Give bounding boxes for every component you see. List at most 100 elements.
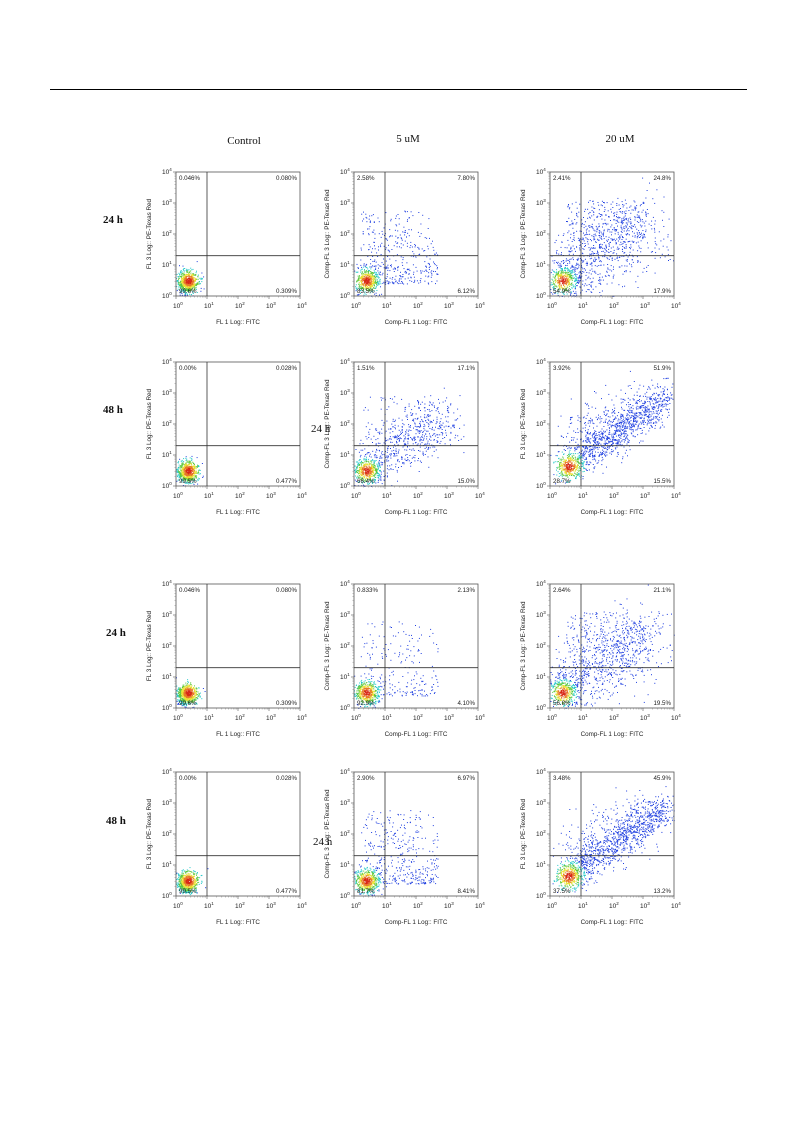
data-point <box>587 218 588 219</box>
data-point <box>402 432 403 433</box>
data-point <box>183 277 184 278</box>
data-point <box>593 253 594 254</box>
data-point <box>370 273 371 274</box>
data-point <box>402 462 403 463</box>
data-point <box>654 224 655 225</box>
data-point <box>390 432 391 433</box>
data-point <box>178 462 179 463</box>
data-point <box>412 251 413 252</box>
data-point <box>379 466 380 467</box>
data-point <box>387 475 388 476</box>
data-point <box>577 274 578 275</box>
data-point <box>617 249 618 250</box>
data-point <box>591 226 592 227</box>
data-point <box>187 464 188 465</box>
data-point <box>616 239 617 240</box>
data-point <box>570 277 571 278</box>
data-point <box>407 283 408 284</box>
row-label-block2-48h: 48 h <box>106 815 126 827</box>
data-point <box>375 266 376 267</box>
data-point <box>572 241 573 242</box>
data-point <box>177 472 178 473</box>
data-point <box>360 469 361 470</box>
data-point <box>400 275 401 276</box>
data-point <box>639 234 640 235</box>
data-point <box>573 267 574 268</box>
data-point <box>412 440 413 441</box>
data-point <box>362 279 363 280</box>
data-point <box>560 278 561 279</box>
data-point <box>418 283 419 284</box>
data-point <box>600 247 601 248</box>
data-point <box>191 458 192 459</box>
data-point <box>620 208 621 209</box>
data-point <box>382 454 383 455</box>
data-point <box>409 449 410 450</box>
row-label-block1-48h: 48 h <box>103 404 123 416</box>
data-point <box>364 456 365 457</box>
data-point <box>203 276 204 277</box>
data-point <box>404 424 405 425</box>
data-point <box>405 434 406 435</box>
data-point <box>445 430 446 431</box>
data-point <box>419 254 420 255</box>
data-point <box>553 284 554 285</box>
data-point <box>429 439 430 440</box>
data-point <box>393 447 394 448</box>
data-point <box>397 230 398 231</box>
data-point <box>566 277 567 278</box>
data-point <box>438 457 439 458</box>
data-point <box>402 231 403 232</box>
data-point <box>381 409 382 410</box>
data-point <box>190 280 191 281</box>
data-point <box>370 246 371 247</box>
data-point <box>591 269 592 270</box>
data-point <box>409 455 410 456</box>
data-point <box>630 248 631 249</box>
data-point <box>575 288 576 289</box>
data-point <box>373 472 374 473</box>
data-point <box>611 265 612 266</box>
data-point <box>589 231 590 232</box>
data-point <box>668 260 669 261</box>
data-point <box>663 226 664 227</box>
data-point <box>591 207 592 208</box>
data-point <box>382 462 383 463</box>
data-point <box>607 224 608 225</box>
data-point <box>626 211 627 212</box>
data-point <box>391 451 392 452</box>
data-point <box>407 417 408 418</box>
data-point <box>591 235 592 236</box>
data-point <box>378 283 379 284</box>
data-point <box>571 248 572 249</box>
data-point <box>183 476 184 477</box>
data-point <box>360 284 361 285</box>
x-tick-label: 103 <box>266 491 276 500</box>
data-point <box>424 438 425 439</box>
data-point <box>181 279 182 280</box>
data-point <box>659 231 660 232</box>
data-point <box>186 272 187 273</box>
data-point <box>361 466 362 467</box>
data-point <box>439 413 440 414</box>
data-point <box>177 280 178 281</box>
data-point <box>612 258 613 259</box>
data-point <box>622 201 623 202</box>
y-axis-label: FL 3 Log:: PE-Texas Red <box>146 198 153 269</box>
data-point <box>359 276 360 277</box>
data-point <box>603 232 604 233</box>
data-point <box>607 284 608 285</box>
data-point <box>570 284 571 285</box>
data-point <box>645 198 646 199</box>
data-point <box>556 252 557 253</box>
data-point <box>390 448 391 449</box>
data-point <box>626 203 627 204</box>
data-point <box>644 226 645 227</box>
data-point <box>370 267 371 268</box>
data-point <box>558 262 559 263</box>
quadrant-ll-label: 99.6% <box>179 288 197 295</box>
data-point <box>402 283 403 284</box>
data-point <box>379 281 380 282</box>
data-point <box>571 287 572 288</box>
data-point <box>668 254 669 255</box>
